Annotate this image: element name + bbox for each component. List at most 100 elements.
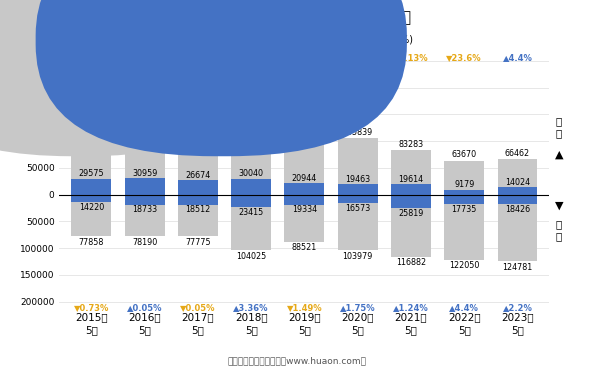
Bar — [498, 195, 538, 261]
Text: 23415: 23415 — [239, 208, 264, 217]
Bar — [498, 195, 538, 205]
Bar — [71, 195, 111, 202]
Text: 134156: 134156 — [183, 112, 213, 122]
Text: 104025: 104025 — [236, 251, 266, 260]
Text: 120384: 120384 — [289, 120, 320, 129]
Text: 19614: 19614 — [399, 174, 424, 183]
Text: 66462: 66462 — [505, 149, 530, 158]
Text: 进
口: 进 口 — [555, 219, 561, 241]
Text: 124781: 124781 — [503, 263, 533, 272]
Text: 18426: 18426 — [505, 205, 530, 214]
Bar — [444, 161, 484, 195]
Text: ▲3.36%: ▲3.36% — [233, 302, 269, 312]
Text: ▲4.4%: ▲4.4% — [503, 53, 532, 62]
Text: ▼1.21%: ▼1.21% — [340, 53, 375, 62]
Text: 14024: 14024 — [505, 177, 530, 187]
Text: 105839: 105839 — [343, 128, 373, 137]
Bar — [71, 195, 111, 236]
Text: 30959: 30959 — [132, 169, 157, 177]
Bar — [231, 179, 271, 195]
Bar — [391, 195, 431, 257]
Bar — [125, 178, 165, 195]
Text: ▼23.6%: ▼23.6% — [447, 53, 482, 62]
Bar — [71, 179, 111, 195]
Bar — [338, 195, 378, 250]
Bar — [391, 184, 431, 195]
Bar — [498, 187, 538, 195]
Text: 145957: 145957 — [76, 106, 106, 115]
Text: ▲: ▲ — [555, 149, 564, 159]
Bar — [285, 183, 324, 195]
Bar — [338, 184, 378, 195]
Text: 122050: 122050 — [449, 261, 479, 270]
Bar — [285, 195, 324, 242]
Text: 138624: 138624 — [129, 110, 160, 119]
Bar — [498, 159, 538, 195]
Text: 1-5月同比增速(%): 1-5月同比增速(%) — [352, 34, 414, 44]
Text: 103979: 103979 — [343, 251, 373, 260]
Bar — [285, 195, 324, 205]
Text: ▲: ▲ — [333, 34, 340, 44]
Text: 1-5月(万美元): 1-5月(万美元) — [89, 34, 136, 44]
Text: 29575: 29575 — [78, 169, 104, 178]
Text: 5月(万美元): 5月(万美元) — [232, 34, 269, 44]
Text: 26674: 26674 — [185, 171, 210, 180]
Bar — [178, 195, 218, 205]
Text: ▼: ▼ — [555, 201, 564, 211]
Text: 30040: 30040 — [239, 169, 264, 178]
Text: ▲1.24%: ▲1.24% — [393, 302, 429, 312]
Text: 2015-2023年5月漕河泾综合保税区进、出口额: 2015-2023年5月漕河泾综合保税区进、出口额 — [182, 9, 412, 24]
Text: 20944: 20944 — [292, 174, 317, 183]
Text: 116882: 116882 — [396, 259, 426, 267]
Text: 制图：华经产业研究院（www.huaon.com）: 制图：华经产业研究院（www.huaon.com） — [228, 356, 366, 365]
Text: 78190: 78190 — [132, 238, 157, 247]
Text: 16573: 16573 — [345, 204, 370, 213]
Text: ▲4.4%: ▲4.4% — [449, 302, 479, 312]
Text: 19463: 19463 — [345, 175, 370, 184]
Bar — [285, 130, 324, 195]
Text: ▼1.49%: ▼1.49% — [287, 302, 322, 312]
Text: ▼2.25%: ▼2.25% — [286, 53, 323, 62]
Text: 18512: 18512 — [185, 205, 210, 214]
Text: ▲1.75%: ▲1.75% — [340, 302, 375, 312]
Text: 83283: 83283 — [399, 140, 424, 149]
Text: ▼5.7%: ▼5.7% — [77, 53, 106, 62]
Text: ▼0.5%: ▼0.5% — [129, 53, 160, 62]
Bar — [338, 138, 378, 195]
Bar — [444, 195, 484, 260]
Bar — [231, 195, 271, 207]
Bar — [178, 123, 218, 195]
Text: 25819: 25819 — [398, 209, 424, 218]
Text: ▼: ▼ — [342, 34, 349, 44]
Text: 19334: 19334 — [292, 205, 317, 215]
Bar — [178, 180, 218, 195]
Text: ▲1.57%: ▲1.57% — [233, 53, 269, 62]
Bar — [231, 112, 271, 195]
Text: ▼0.05%: ▼0.05% — [180, 302, 216, 312]
Text: ▼2.13%: ▼2.13% — [393, 53, 429, 62]
Text: 88521: 88521 — [292, 243, 317, 252]
Text: 17735: 17735 — [451, 205, 477, 214]
Text: 63670: 63670 — [451, 150, 477, 159]
Bar — [444, 195, 484, 204]
Bar — [125, 121, 165, 195]
Bar — [71, 116, 111, 195]
Text: 14220: 14220 — [79, 203, 104, 212]
Bar — [178, 195, 218, 236]
Text: 18733: 18733 — [132, 205, 157, 214]
Bar — [125, 195, 165, 237]
Text: ▼0.73%: ▼0.73% — [74, 302, 109, 312]
Bar — [338, 195, 378, 203]
Bar — [391, 150, 431, 195]
Bar — [125, 195, 165, 205]
Text: 77775: 77775 — [185, 238, 211, 247]
Text: 9179: 9179 — [454, 180, 475, 189]
Text: 出
口: 出 口 — [555, 116, 561, 138]
Text: ▲0.05%: ▲0.05% — [127, 302, 162, 312]
Bar — [391, 195, 431, 208]
Text: ▲2.2%: ▲2.2% — [503, 302, 532, 312]
Text: ▼0.32%: ▼0.32% — [180, 53, 216, 62]
Bar — [231, 195, 271, 250]
Bar — [444, 190, 484, 195]
Text: 155288: 155288 — [236, 101, 266, 110]
